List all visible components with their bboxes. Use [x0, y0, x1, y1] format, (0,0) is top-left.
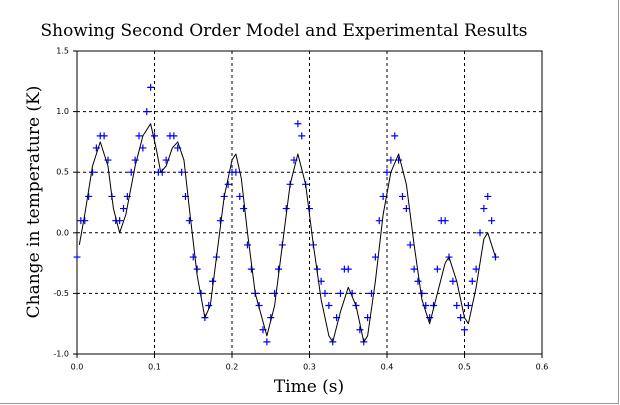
data-point [178, 168, 186, 176]
data-point [294, 120, 302, 128]
data-point [147, 83, 155, 91]
data-point [170, 132, 178, 140]
x-axis-label: Time (s) [274, 377, 344, 397]
model-line [78, 123, 496, 343]
data-point [461, 326, 468, 334]
data-point [468, 277, 476, 285]
data-point [185, 217, 193, 225]
data-point [240, 205, 248, 213]
data-point [325, 302, 333, 310]
data-point [476, 229, 484, 237]
data-point [387, 156, 395, 164]
x-tick-label: 0.1 [148, 363, 161, 372]
data-point [375, 217, 383, 225]
x-tick-label: 0.4 [381, 363, 394, 372]
data-point [298, 132, 306, 140]
data-point [189, 253, 197, 261]
chart-title: Showing Second Order Model and Experimen… [40, 21, 527, 41]
data-point [472, 265, 480, 273]
data-point [131, 156, 139, 164]
y-tick-label: 1.5 [56, 47, 69, 56]
data-point [143, 108, 151, 116]
data-point [414, 277, 422, 285]
data-point [391, 132, 399, 140]
y-tick-label: -0.5 [53, 289, 69, 298]
data-point [120, 205, 127, 213]
data-point [135, 132, 143, 140]
data-point [89, 168, 96, 176]
data-point [73, 253, 81, 261]
data-point [321, 289, 329, 297]
data-point [85, 192, 93, 200]
data-point [337, 289, 344, 297]
data-point [464, 302, 472, 310]
data-point [484, 192, 492, 200]
data-point [139, 144, 147, 152]
data-point [441, 217, 449, 225]
data-point [271, 289, 279, 297]
y-tick-label: -1.0 [53, 350, 69, 359]
data-point [379, 192, 387, 200]
data-point [100, 132, 108, 140]
y-axis-label: Change in temperature (K) [24, 86, 44, 319]
data-point [488, 217, 496, 225]
x-tick-label: 0.3 [303, 363, 316, 372]
data-point [232, 168, 240, 176]
data-point [116, 217, 124, 225]
x-tick-label: 0.5 [458, 363, 471, 372]
y-tick-label: 0.5 [56, 168, 69, 177]
data-point [356, 326, 364, 334]
data-point [244, 241, 251, 249]
data-point [480, 205, 488, 213]
data-point [344, 265, 352, 273]
data-point [449, 277, 457, 285]
data-point [383, 168, 391, 176]
data-point [263, 338, 271, 346]
data-point [151, 132, 158, 140]
data-point [399, 192, 406, 200]
data-point [410, 265, 418, 273]
data-point [224, 180, 232, 188]
y-tick-label: 0.0 [56, 228, 69, 237]
data-point [457, 314, 465, 322]
x-tick-label: 0.2 [226, 363, 239, 372]
data-point [402, 205, 410, 213]
x-tick-label: 0.6 [536, 363, 549, 372]
data-point [453, 302, 461, 310]
data-point [406, 241, 414, 249]
data-point [433, 265, 441, 273]
data-point [81, 217, 89, 225]
data-point [236, 192, 244, 200]
data-point [418, 289, 426, 297]
y-tick-label: 1.0 [56, 107, 69, 116]
x-tick-label: 0.0 [71, 363, 84, 372]
